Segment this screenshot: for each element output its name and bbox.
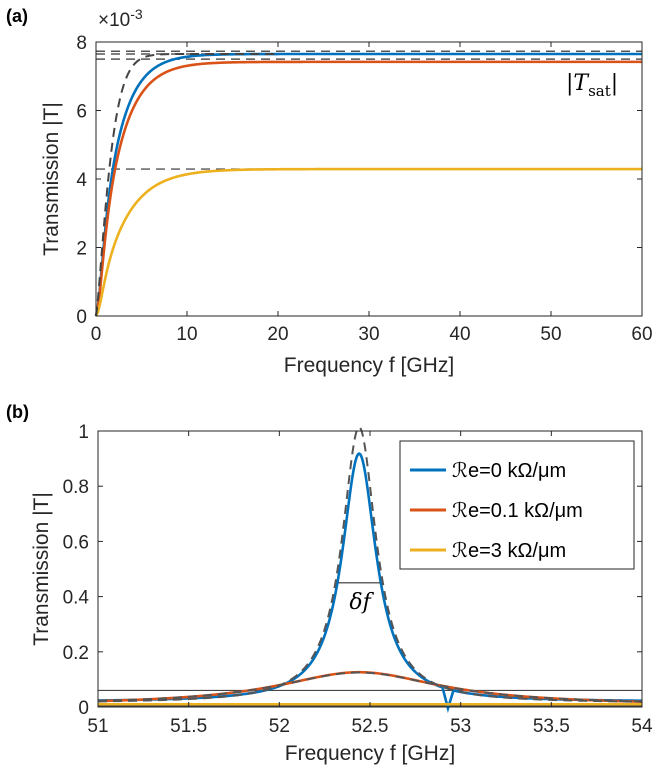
y-multiplier-a: ×10-3 bbox=[98, 6, 143, 31]
x-tick-label-a-40: 40 bbox=[449, 324, 470, 345]
x-tick-label-b-0: 51 bbox=[87, 716, 108, 737]
fit-curve-b-narrow bbox=[97, 425, 643, 703]
annotation-tsat: |Tsat| bbox=[566, 71, 618, 100]
y-tick-label-b-1: 0.2 bbox=[63, 643, 89, 664]
y-tick-label-a-6: 6 bbox=[76, 102, 87, 123]
x-tick-label-a-20: 20 bbox=[267, 324, 288, 345]
legend-label-1: ℛe=0.1 kΩ/μm bbox=[452, 500, 583, 522]
series-group-a bbox=[94, 52, 642, 317]
panel-b: (b) δf 51 51.5 52 52.5 53 53.5 54 0 0.2 0.4 0.6 0.… bbox=[6, 402, 653, 765]
x-axis-label-a: Frequency f [GHz] bbox=[284, 354, 454, 377]
series-a-2-line bbox=[94, 167, 642, 317]
fit-curve-a bbox=[95, 52, 278, 317]
x-tick-label-b-2: 52 bbox=[269, 716, 290, 737]
legend-label-0: ℛe=0 kΩ/μm bbox=[452, 460, 566, 482]
plot-area-a bbox=[96, 42, 642, 316]
y-tick-label-a-0: 0 bbox=[76, 307, 87, 328]
fit-curves-b bbox=[97, 425, 643, 703]
y-tick-label-b-5: 1 bbox=[78, 422, 89, 443]
delta-f-marker: δf bbox=[338, 582, 380, 615]
legend-label-2: ℛe=3 kΩ/μm bbox=[452, 540, 566, 562]
legend-box bbox=[399, 440, 635, 570]
x-tick-label-a-50: 50 bbox=[540, 324, 561, 345]
y-tick-label-a-8: 8 bbox=[76, 33, 87, 54]
y-axis-label-a: Transmission |T| bbox=[40, 102, 63, 256]
series-a-1-line bbox=[94, 60, 642, 317]
panel-a: (a) 0 10 20 30 40 50 60 0 2 4 6 8 ×10-3 Frequency … bbox=[6, 6, 653, 377]
y-tick-label-a-2: 2 bbox=[76, 239, 87, 260]
x-tick-label-b-4: 53 bbox=[450, 716, 471, 737]
y-tick-label-b-4: 0.8 bbox=[63, 477, 89, 498]
x-tick-label-b-1: 51.5 bbox=[170, 716, 207, 737]
x-tick-label-a-0: 0 bbox=[91, 324, 102, 345]
x-axis-label-b: Frequency f [GHz] bbox=[285, 742, 455, 765]
x-ticks-a: 0 10 20 30 40 50 60 bbox=[91, 42, 653, 345]
delta-f-label: δf bbox=[349, 590, 374, 615]
y-ticks-a: 0 2 4 6 8 bbox=[76, 33, 642, 328]
x-ticks-b: 51 51.5 52 52.5 53 53.5 54 bbox=[87, 431, 653, 737]
panel-b-label: (b) bbox=[6, 402, 29, 422]
panel-a-label: (a) bbox=[6, 6, 28, 26]
x-tick-label-b-3: 52.5 bbox=[352, 716, 389, 737]
y-tick-label-b-2: 0.4 bbox=[63, 588, 90, 609]
y-tick-label-b-0: 0 bbox=[78, 698, 89, 719]
y-axis-label-b: Transmission |T| bbox=[30, 492, 53, 646]
x-tick-label-b-5: 53.5 bbox=[533, 716, 570, 737]
x-tick-label-a-30: 30 bbox=[358, 324, 379, 345]
fit-curve-a-line bbox=[95, 52, 278, 317]
fit-curve-b-wide bbox=[97, 671, 643, 703]
x-tick-label-a-10: 10 bbox=[176, 324, 197, 345]
x-tick-label-b-6: 54 bbox=[631, 716, 653, 737]
x-tick-label-a-60: 60 bbox=[631, 324, 652, 345]
series-a-0-line bbox=[94, 52, 642, 317]
y-tick-label-a-4: 4 bbox=[76, 170, 87, 191]
y-ticks-b: 0 0.2 0.4 0.6 0.8 1 bbox=[63, 422, 642, 719]
legend-b: ℛe=0 kΩ/μm ℛe=0.1 kΩ/μm ℛe=3 kΩ/μm bbox=[399, 440, 635, 570]
y-tick-label-b-3: 0.6 bbox=[63, 532, 89, 553]
